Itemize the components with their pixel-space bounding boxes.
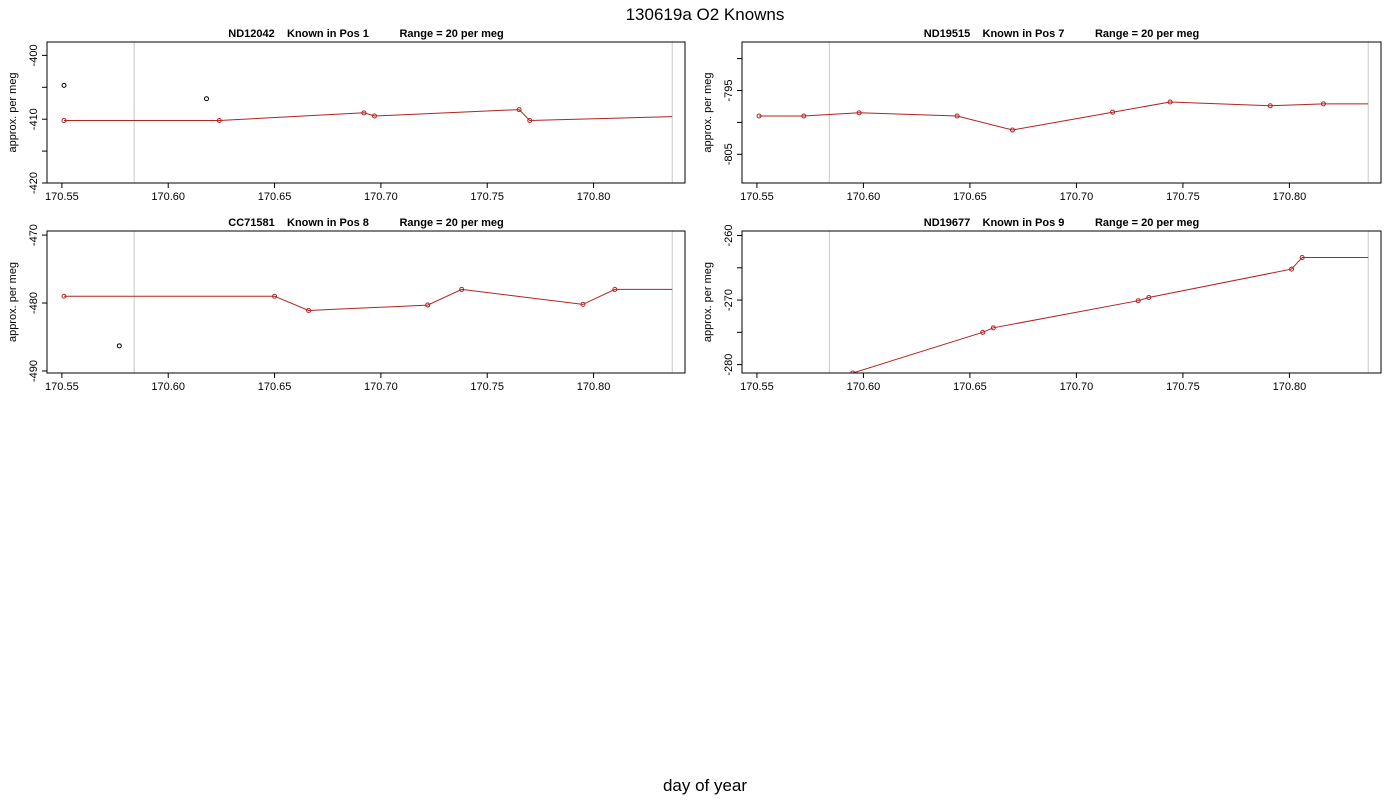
data-point <box>1010 127 1016 133</box>
plot-frame <box>741 41 1382 184</box>
x-tick-label: 170.70 <box>364 381 398 393</box>
panel-title: ND19515 Known in Pos 7 Range = 20 per me… <box>924 28 1199 40</box>
chart-panel-4: ND19677 Known in Pos 9 Range = 20 per me… <box>702 217 1382 393</box>
figure-xlabel: day of year <box>663 776 747 795</box>
outlier-point <box>116 343 122 349</box>
data-point <box>516 107 522 113</box>
outlier-point <box>204 96 209 102</box>
y-axis-label: approx. per meg <box>7 72 19 152</box>
data-point <box>612 286 618 292</box>
x-tick-label: 170.70 <box>364 191 398 203</box>
x-tick-label: 170.55 <box>740 381 774 393</box>
y-tick-label: -280 <box>723 354 735 376</box>
x-tick-label: 170.65 <box>953 381 987 393</box>
y-tick-label: -270 <box>723 289 735 311</box>
data-point <box>1289 266 1295 272</box>
panels-container: ND12042 Known in Pos 1 Range = 20 per me… <box>7 28 1382 393</box>
data-point <box>1110 109 1116 115</box>
data-point <box>61 293 67 299</box>
data-point <box>801 113 807 119</box>
y-tick-label: -470 <box>28 224 40 246</box>
plot-frame <box>741 230 1382 374</box>
plot-area <box>61 286 673 349</box>
x-tick-label: 170.70 <box>1060 191 1094 203</box>
data-point <box>372 113 378 119</box>
y-axis-label: approx. per meg <box>702 72 714 152</box>
data-point <box>980 329 986 335</box>
series-line <box>64 109 673 122</box>
x-tick-label: 170.80 <box>577 191 611 203</box>
outlier-point <box>61 82 67 88</box>
data-point <box>216 117 222 123</box>
x-tick-label: 170.70 <box>1060 381 1094 393</box>
x-tick-label: 170.55 <box>45 381 79 393</box>
data-point <box>850 370 856 373</box>
data-point <box>1146 294 1152 300</box>
plot-area <box>61 82 673 123</box>
plot-frame <box>46 230 686 374</box>
data-point <box>306 307 312 313</box>
data-point <box>1267 103 1273 109</box>
y-tick-label: -400 <box>28 44 40 66</box>
y-tick-label: -420 <box>28 172 40 194</box>
x-tick-label: 170.60 <box>847 381 881 393</box>
x-tick-label: 170.75 <box>470 381 504 393</box>
x-tick-label: 170.55 <box>740 191 774 203</box>
x-tick-label: 170.80 <box>1273 191 1307 203</box>
x-tick-label: 170.55 <box>45 191 79 203</box>
x-tick-label: 170.80 <box>577 381 611 393</box>
data-point <box>61 117 67 123</box>
series-line <box>852 257 1369 373</box>
x-tick-label: 170.65 <box>258 191 292 203</box>
series-line <box>64 288 673 312</box>
x-tick-label: 170.65 <box>953 191 987 203</box>
data-point <box>856 110 862 116</box>
y-axis-label: approx. per meg <box>7 262 19 342</box>
data-point <box>990 325 996 331</box>
panel-title: CC71581 Known in Pos 8 Range = 20 per me… <box>228 217 503 229</box>
data-point <box>954 113 960 119</box>
x-tick-label: 170.75 <box>1166 381 1200 393</box>
x-tick-label: 170.75 <box>1166 191 1200 203</box>
y-tick-label: -410 <box>28 108 40 130</box>
plot-area <box>850 254 1369 373</box>
x-tick-label: 170.60 <box>151 381 185 393</box>
data-point <box>459 286 465 292</box>
x-tick-label: 170.75 <box>470 191 504 203</box>
chart-panel-1: ND12042 Known in Pos 1 Range = 20 per me… <box>7 28 686 203</box>
y-tick-label: -490 <box>28 360 40 382</box>
figure-title: 130619a O2 Knowns <box>626 5 785 24</box>
data-point <box>272 293 278 299</box>
y-tick-label: -260 <box>723 225 735 247</box>
chart-panel-3: CC71581 Known in Pos 8 Range = 20 per me… <box>7 217 686 393</box>
y-tick-label: -480 <box>28 292 40 314</box>
panel-title: ND12042 Known in Pos 1 Range = 20 per me… <box>228 28 503 40</box>
data-point <box>756 113 762 119</box>
data-point <box>580 301 586 307</box>
data-point <box>527 117 533 123</box>
data-point <box>1135 298 1141 304</box>
plot-area <box>756 99 1369 133</box>
chart-panel-2: ND19515 Known in Pos 7 Range = 20 per me… <box>702 28 1382 203</box>
y-tick-label: -805 <box>723 143 735 165</box>
x-tick-label: 170.60 <box>847 191 881 203</box>
data-point <box>1167 99 1173 105</box>
panel-title: ND19677 Known in Pos 9 Range = 20 per me… <box>924 217 1199 229</box>
y-tick-label: -795 <box>723 79 735 101</box>
data-point <box>1320 101 1326 107</box>
data-point <box>1299 254 1305 260</box>
y-axis-label: approx. per meg <box>702 262 714 342</box>
plot-frame <box>46 41 686 184</box>
x-tick-label: 170.60 <box>151 191 185 203</box>
x-tick-label: 170.80 <box>1273 381 1307 393</box>
data-point <box>425 302 431 308</box>
data-point <box>361 110 367 116</box>
series-line <box>759 101 1369 131</box>
x-tick-label: 170.65 <box>258 381 292 393</box>
